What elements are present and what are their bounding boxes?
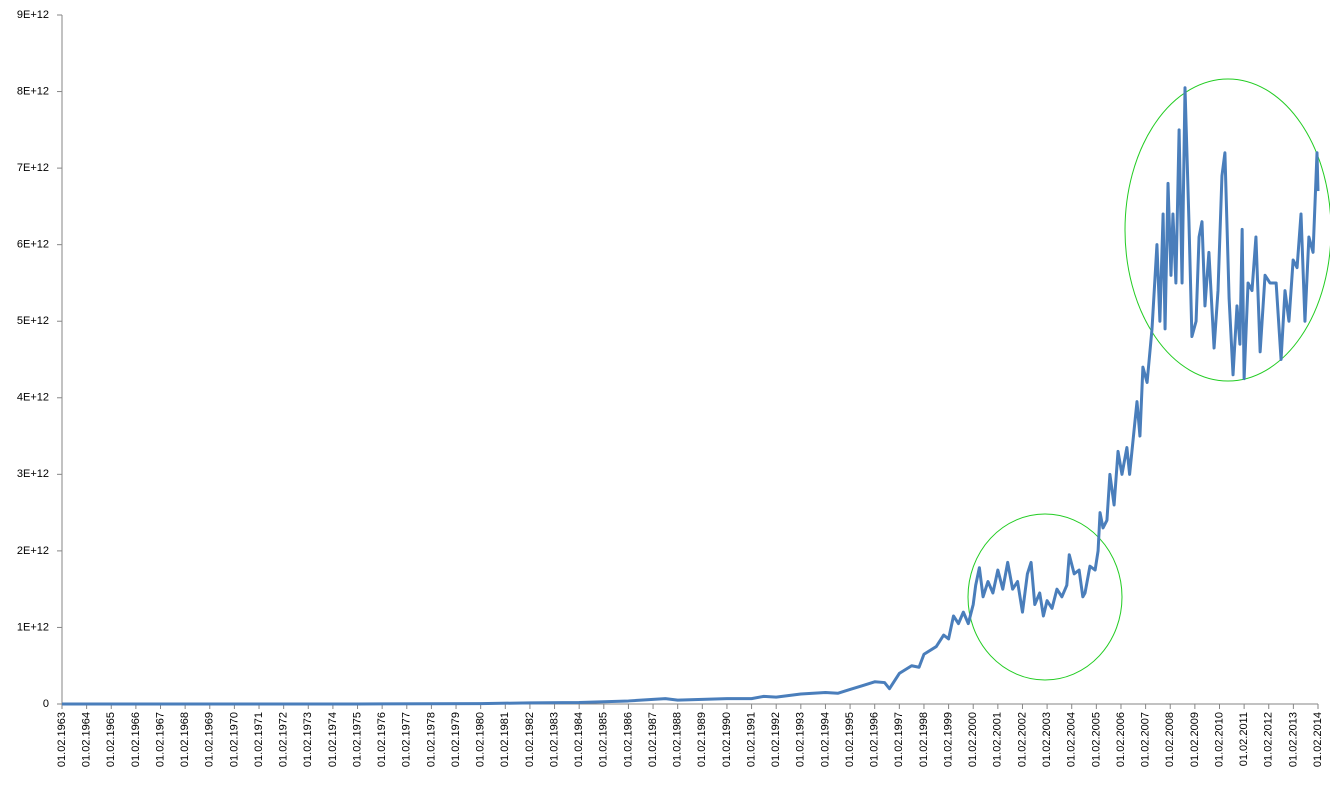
x-tick-label: 01.02.1967	[154, 712, 166, 767]
x-tick-label: 01.02.1972	[278, 712, 290, 767]
x-tick-label: 01.02.1982	[524, 712, 536, 767]
x-tick-label: 01.02.1975	[351, 712, 363, 767]
x-tick-label: 01.02.1964	[81, 712, 93, 767]
x-tick-label: 01.02.1986	[622, 712, 634, 767]
data-line	[62, 86, 1320, 706]
x-tick-label: 01.02.2001	[992, 712, 1004, 767]
x-tick-label: 01.02.1977	[401, 712, 413, 767]
y-tick-label: 0	[43, 698, 49, 710]
x-tick-label: 01.02.1981	[499, 712, 511, 767]
x-tick-label: 01.02.2008	[1164, 712, 1176, 767]
x-tick-label: 01.02.1992	[770, 712, 782, 767]
x-tick-label: 01.02.2010	[1213, 712, 1225, 767]
y-tick-label: 9E+12	[17, 9, 49, 21]
x-tick-label: 01.02.2011	[1238, 712, 1250, 766]
x-tick-label: 01.02.1987	[647, 712, 659, 767]
x-tick-label: 01.02.2003	[1041, 712, 1053, 767]
x-tick-label: 01.02.2006	[1115, 712, 1127, 767]
y-tick-label: 2E+12	[17, 545, 49, 557]
x-tick-label: 01.02.1995	[844, 712, 856, 767]
y-tick-label: 5E+12	[17, 315, 49, 327]
y-tick-label: 3E+12	[17, 468, 49, 480]
x-tick-label: 01.02.1966	[130, 712, 142, 767]
x-tick-label: 01.02.1989	[696, 712, 708, 767]
x-tick-label: 01.02.1983	[548, 712, 560, 767]
y-tick-label: 1E+12	[17, 621, 49, 633]
x-tick-label: 01.02.2014	[1312, 712, 1324, 767]
x-tick-label: 01.02.2012	[1263, 712, 1275, 767]
x-tick-label: 01.02.1970	[228, 712, 240, 767]
x-tick-label: 01.02.1980	[475, 712, 487, 767]
x-tick-label: 01.02.2013	[1287, 712, 1299, 767]
y-tick-label: 4E+12	[17, 392, 49, 404]
x-tick-label: 01.02.1998	[918, 712, 930, 767]
x-tick-label: 01.02.1976	[376, 712, 388, 767]
x-tick-label: 01.02.1984	[573, 712, 585, 767]
x-tick-label: 01.02.1978	[425, 712, 437, 767]
x-tick-label: 01.02.2002	[1016, 712, 1028, 767]
x-tick-label: 01.02.1965	[105, 712, 117, 767]
x-tick-label: 01.02.1996	[869, 712, 881, 767]
x-tick-label: 01.02.1985	[598, 712, 610, 767]
x-tick-label: 01.02.2009	[1189, 712, 1201, 767]
highlight-ellipse	[967, 513, 1123, 681]
y-tick-label: 6E+12	[17, 239, 49, 251]
x-tick-label: 01.02.1968	[179, 712, 191, 767]
x-tick-label: 01.02.1993	[795, 712, 807, 767]
x-tick-label: 01.02.1974	[327, 712, 339, 767]
x-tick-label: 01.02.1994	[819, 712, 831, 767]
x-tick-label: 01.02.1971	[253, 712, 265, 767]
x-tick-label: 01.02.2004	[1066, 712, 1078, 767]
y-tick-label: 7E+12	[17, 162, 49, 174]
x-tick-label: 01.02.1963	[56, 712, 68, 767]
x-tick-label: 01.02.1979	[450, 712, 462, 767]
y-tick-label: 8E+12	[17, 85, 49, 97]
x-tick-label: 01.02.1991	[745, 712, 757, 767]
x-tick-label: 01.02.2005	[1090, 712, 1102, 767]
highlight-ellipse	[1124, 78, 1330, 382]
x-tick-label: 01.02.2007	[1140, 712, 1152, 767]
x-tick-label: 01.02.1990	[721, 712, 733, 767]
x-tick-label: 01.02.1997	[893, 712, 905, 767]
x-tick-label: 01.02.1988	[672, 712, 684, 767]
x-tick-label: 01.02.1999	[942, 712, 954, 767]
x-tick-label: 01.02.2000	[967, 712, 979, 767]
x-tick-label: 01.02.1969	[204, 712, 216, 767]
x-tick-label: 01.02.1973	[302, 712, 314, 767]
